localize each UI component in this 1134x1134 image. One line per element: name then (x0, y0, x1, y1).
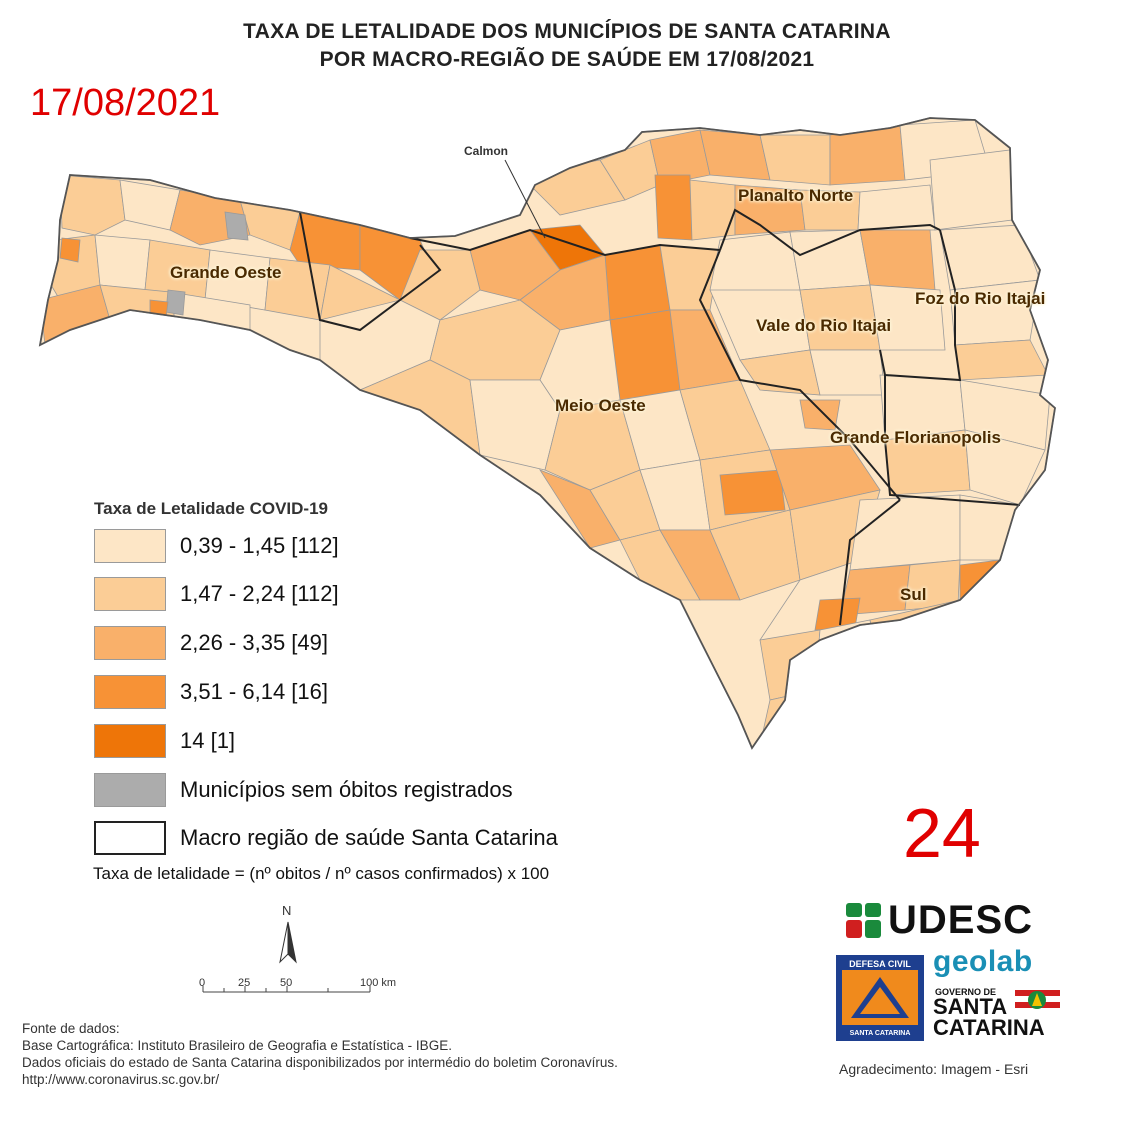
municipality (619, 529, 701, 601)
legend-swatch (94, 529, 166, 563)
region-label-sul: Sul (900, 585, 927, 604)
governo-catarina: CATARINA (933, 1015, 1045, 1040)
map-title-line-1: TAXA DE LETALIDADE DOS MUNICÍPIOS DE SAN… (243, 20, 891, 43)
macro-region-borders (299, 208, 1021, 626)
source-link[interactable]: http://www.coronavirus.sc.gov.br/ (22, 1072, 220, 1087)
region-label-grande-florianopolis: Grande Florianopolis (830, 428, 1001, 447)
municipality (857, 184, 936, 231)
municipality (399, 249, 481, 321)
legend-item: 1,47 - 2,24 [112] (94, 576, 339, 612)
legend-title: Taxa de Letalidade COVID-19 (94, 499, 328, 518)
municipality (659, 244, 721, 311)
legend-item: 0,39 - 1,45 [112] (94, 528, 339, 564)
scale-tick-label: 0 (199, 977, 206, 989)
geolab-logo-text: geolab (933, 945, 1033, 978)
municipality (929, 149, 1013, 231)
legend-swatch (94, 724, 166, 758)
defesa-civil-top-text: DEFESA CIVIL (849, 959, 911, 969)
region-label-vale-do-rio-itajai: Vale do Rio Itajai (756, 316, 892, 335)
scale-tick-label: 100 km (360, 977, 397, 989)
municipality (789, 229, 871, 291)
acknowledgement: Agradecimento: Imagem - Esri (839, 1061, 1029, 1077)
defesa-civil-emblem-icon (836, 955, 924, 1041)
north-label: N (282, 903, 292, 918)
scale-bar (202, 986, 371, 993)
governo-santa: SANTA (933, 994, 1008, 1019)
scale-tick-label: 25 (238, 977, 251, 989)
legend-item: Municípios sem óbitos registrados (94, 772, 513, 808)
municipality (939, 224, 1041, 291)
udesc-logo-icon (846, 903, 881, 938)
legend-swatch (94, 773, 166, 807)
defesa-civil-logo: DEFESA CIVIL SANTA CATARINA (836, 955, 924, 1041)
legend-item: 14 [1] (94, 723, 235, 759)
municipality (699, 129, 771, 181)
legend-label: Macro região de saúde Santa Catarina (180, 825, 558, 850)
municipality (799, 399, 841, 431)
legend-swatch (94, 821, 166, 855)
governo-label: GOVERNO DE (935, 987, 997, 997)
calmon-callout-line (504, 159, 546, 239)
legend-label: 2,26 - 3,35 [49] (180, 630, 328, 655)
municipality (689, 179, 736, 241)
region-label-foz-do-rio-itajai: Foz do Rio Itajai (915, 289, 1046, 308)
legend-item: 2,26 - 3,35 [49] (94, 625, 328, 661)
legend-item: 3,51 - 6,14 [16] (94, 674, 328, 710)
municipality (654, 174, 693, 241)
municipality (224, 211, 249, 241)
municipality (609, 309, 681, 401)
municipality (165, 289, 186, 316)
state-border (38, 117, 1056, 750)
source-line: Base Cartográfica: Instituto Brasileiro … (22, 1038, 452, 1053)
municipality (94, 234, 151, 291)
date-label: 17/08/2021 (30, 82, 221, 124)
legend-item: Macro região de saúde Santa Catarina (94, 820, 558, 856)
legend-label: 3,51 - 6,14 [16] (180, 679, 328, 704)
municipality (869, 284, 946, 351)
municipality (759, 134, 831, 186)
legend-swatch (94, 675, 166, 709)
legend-label: 14 [1] (180, 728, 236, 753)
region-label-planalto-norte: Planalto Norte (738, 186, 854, 205)
udesc-logo-text: UDESC (888, 898, 1034, 942)
santa-catarina-flag-icon (1015, 990, 1060, 1009)
legend-label: Municípios sem óbitos registrados (180, 777, 513, 802)
calmon-callout-label: Calmon (464, 144, 509, 158)
municipality (859, 229, 936, 291)
municipality (719, 469, 786, 516)
data-source: Fonte de dados: Base Cartográfica: Insti… (22, 1020, 618, 1088)
region-label-meio-oeste: Meio Oeste (555, 396, 646, 415)
municipality (809, 349, 886, 396)
source-line: Dados oficiais do estado de Santa Catari… (22, 1055, 618, 1070)
municipality (59, 174, 126, 236)
letality-formula: Taxa de letalidade = (nº obitos / nº cas… (93, 864, 550, 883)
legend-label: 1,47 - 2,24 [112] (180, 581, 339, 606)
legend-label: 0,39 - 1,45 [112] (180, 533, 339, 558)
source-line: Fonte de dados: (22, 1021, 120, 1036)
north-arrow-icon (279, 921, 297, 964)
scale-tick-label: 50 (280, 977, 293, 989)
big-number: 24 (903, 794, 981, 872)
map-title-line-2: POR MACRO-REGIÃO DE SAÚDE EM 17/08/2021 (319, 48, 815, 71)
legend-swatch (94, 626, 166, 660)
municipality (59, 237, 81, 263)
region-label-grande-oeste: Grande Oeste (170, 263, 282, 282)
legend-swatch (94, 577, 166, 611)
defesa-civil-bottom-text: SANTA CATARINA (849, 1030, 911, 1037)
municipality (849, 494, 961, 571)
municipality (604, 244, 671, 321)
